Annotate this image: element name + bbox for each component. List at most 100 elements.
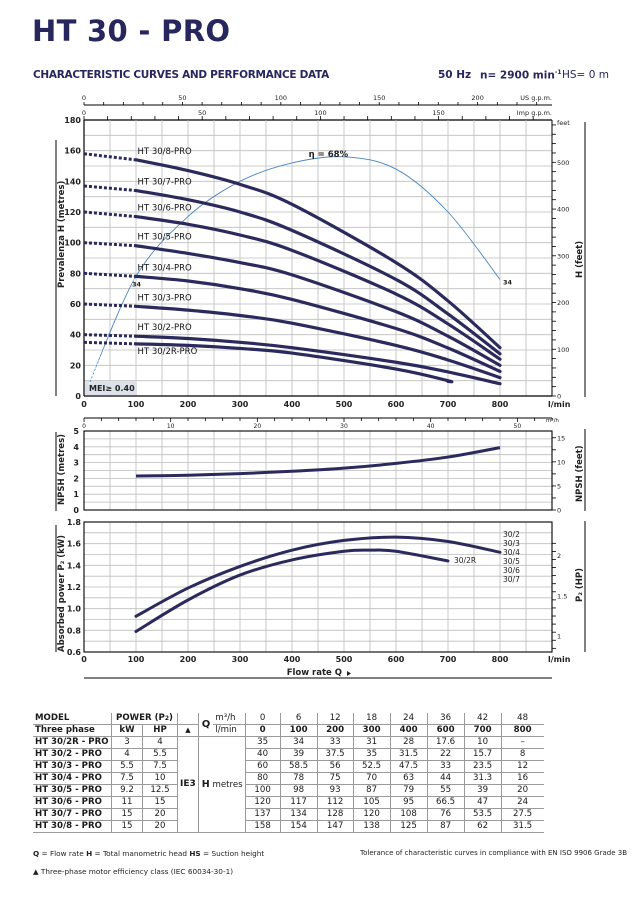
efficiency-label: η = 68% [309,150,349,160]
row-head-value: 80 [244,772,281,785]
legend-h: H [86,849,93,858]
head-curve-label: HT 30/8-PRO [138,147,192,157]
power-x-tick-label: 300 [232,655,249,664]
row-kw: 4 [111,748,143,761]
us-gpm-tick-label: 150 [373,94,385,102]
feet-tick-label: 200 [557,299,569,307]
row-kw: 9.2 [111,784,143,797]
hp-tick-label: 1 [557,633,561,641]
power-x-tick-label: 0 [81,655,87,664]
head-x-tick-label: 700 [440,400,457,409]
power-x-tick-label: 500 [336,655,353,664]
power-right-axis-title: P₂ (HP) [575,568,585,602]
power-curve-label: 30/5 [503,557,520,566]
imp-gpm-tick-label: 150 [432,109,444,117]
head-y-tick-label: 40 [70,331,82,340]
row-head-value: 28 [389,736,428,749]
feet-tick-label: 0 [557,393,561,401]
row-head-value: 66.5 [426,796,465,809]
power-y-tick-label: 1.2 [67,583,81,592]
row-head-value: 31.5 [500,820,544,833]
row-head-value: 17.6 [426,736,465,749]
power-x-tick-label: 800 [492,655,509,664]
power-curve-label: 30/4 [503,548,520,557]
row-head-value: 87 [352,784,391,797]
head-x-tick-label: 300 [232,400,249,409]
lmin-4: 400 [389,724,428,737]
head-x-tick-label: 800 [492,400,509,409]
efficiency-dash-mask [88,276,137,384]
table-row: HT 30/8 - PRO 15 20 158 154 147 138 125 87 62 31.5 [33,820,544,833]
header-q: Q [197,713,214,737]
head-curve-dashed [83,333,137,338]
header-model: MODEL [33,713,112,725]
table-row: HT 30/5 - PRO 9.2 12.5 100 98 93 87 79 55 39 20 [33,784,544,797]
table-row: HT 30/2R - PRO 3 4 IE3 H metres 35 34 33 31 28 17.… [33,736,544,833]
power-curve [134,535,502,618]
power-frame [83,521,553,653]
header-kw: kW [111,724,143,737]
legend-h-text: = Total manometric head [92,849,190,858]
row-head-value: 39 [463,784,502,797]
table-row: HT 30/7 - PRO 15 20 137 134 128 120 108 76 53.5 27… [33,808,544,821]
head-curve-dashed [83,241,137,248]
row-model: HT 30/2R - PRO [33,736,112,749]
row-model: HT 30/7 - PRO [33,808,112,821]
npsh-feet-tick-label: 15 [557,434,565,442]
row-head-value: 95 [389,796,428,809]
feet-tick-label: 100 [557,346,569,354]
row-hp: 5.5 [142,748,178,761]
power-y-tick-label: 1.6 [67,540,82,549]
legend-abbreviations: Q = Flow rate H = Total manometric head … [33,849,264,858]
power-y-axis-title: Absorbed power P₂ (kW) [57,535,67,652]
row-head-value: 8 [500,748,544,761]
head-x-tick-label: 500 [336,400,353,409]
m3h-tick-label: 20 [254,423,262,430]
head-right-axis-title: H (feet) [575,241,585,278]
row-head-value: 120 [352,808,391,821]
m3h-6: 42 [463,713,502,725]
table-row: HT 30/3 - PRO 5.5 7.5 60 58.5 56 52.5 47.5 33 23.… [33,760,544,773]
row-hp: 10 [142,772,178,785]
lmin-1: 100 [279,724,318,737]
head-symbol: H [201,778,210,790]
row-head-value: 34 [279,736,318,749]
triangle-icon: ▲ [177,724,199,737]
row-head-value: 112 [316,796,354,809]
row-hp: 4 [142,736,178,749]
row-head-value: 138 [352,820,391,833]
power-x-axis-title: Flow rate Q [287,668,342,678]
row-model: HT 30/3 - PRO [33,760,112,773]
mei-label: MEI≥ 0.40 [89,384,135,393]
row-head-value: 98 [279,784,318,797]
head-curve-label: HT 30/5-PRO [138,233,192,243]
row-model: HT 30/4 - PRO [33,772,112,785]
head-curve-dashed [83,302,137,308]
row-head-value: 33 [426,760,465,773]
power-y-tick-label: 1.8 [67,518,82,527]
row-head-value: 120 [244,796,281,809]
header-three-phase: Three phase [33,724,112,737]
speed-value: n= 2900 min [480,69,555,82]
row-head-value: 128 [316,808,354,821]
npsh-y-tick-label: 2 [73,474,79,483]
performance-charts: 0 50 100 150 200 US g.p.m.0 50 100 150 Imp g.p.m.… [55,94,586,679]
power-curve-label: 30/7 [503,575,520,584]
row-head-value: 76 [426,808,465,821]
head-x-unit: l/min [548,400,571,409]
head-curve [134,334,502,386]
m3h-tick-label: 10 [167,423,175,430]
feet-tick-label: 300 [557,252,569,260]
head-curve-dashed [83,184,137,193]
row-hp: 12.5 [142,784,178,797]
row-head-value: 33 [316,736,354,749]
m3h-5: 36 [426,713,465,725]
row-head-value: 125 [389,820,428,833]
tolerance-note: Tolerance of characteristic curves in co… [360,849,627,857]
efficiency-end-label: 34 [503,278,513,286]
frequency-label: 50 Hz [438,69,472,81]
power-x-tick-label: 400 [284,655,301,664]
row-head-value: 75 [316,772,354,785]
head-curve [134,188,502,356]
npsh-right-axis-title: NPSH (feet) [575,445,585,502]
